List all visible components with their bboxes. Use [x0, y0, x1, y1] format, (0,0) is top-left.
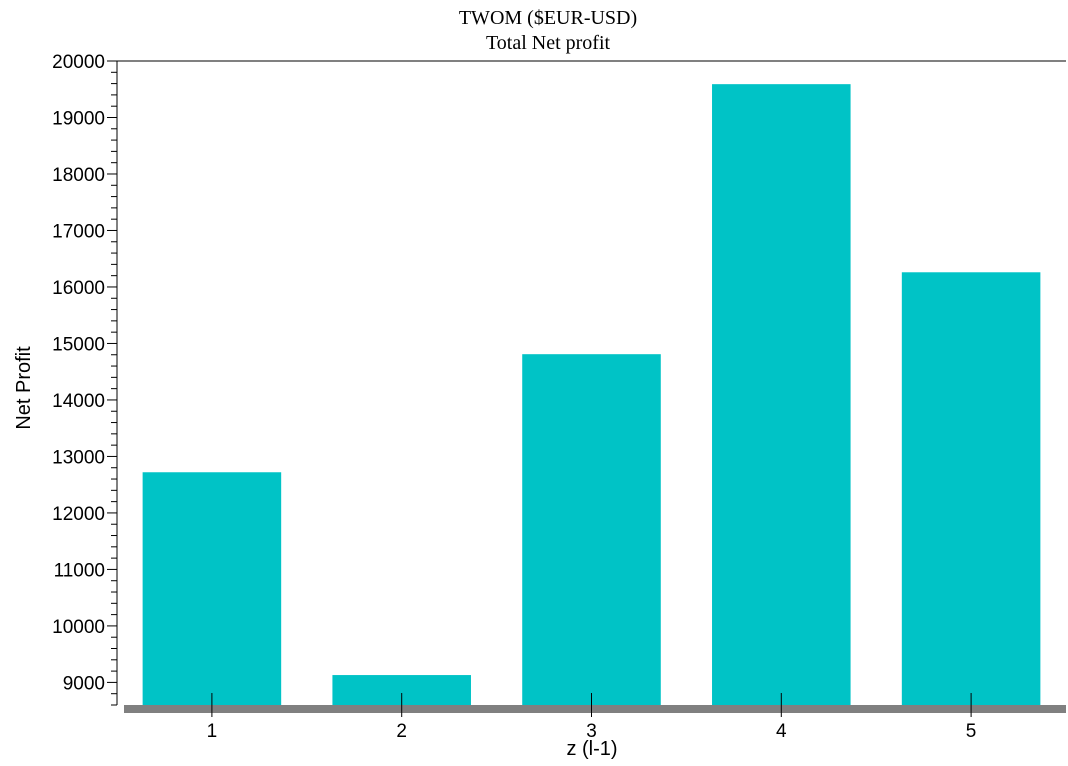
y-tick-label: 19000: [52, 108, 105, 129]
x-tick-label: 5: [966, 721, 977, 742]
chart-subtitle: Total Net profit: [486, 32, 611, 54]
x-axis-label: z (l-1): [566, 738, 617, 760]
plot-frame: [116, 60, 1066, 705]
chart-title: TWOM ($EUR-USD): [459, 7, 637, 29]
x-axis: 1 2 3 4 5: [124, 693, 1066, 742]
bar-5: [901, 272, 1041, 705]
y-tick-label: 17000: [52, 221, 105, 242]
y-tick-label: 12000: [52, 504, 105, 525]
x-tick-label: 4: [776, 721, 787, 742]
bar-1: [142, 472, 282, 705]
y-tick-label: 11000: [54, 560, 105, 581]
y-tick-label: 20000: [52, 52, 105, 73]
y-tick-label: 13000: [52, 447, 105, 468]
x-tick-label: 2: [396, 721, 407, 742]
y-axis: 9000 10000 11000 12000 13000 14000 15000 16000 1…: [52, 52, 117, 706]
y-axis-label: Net Profit: [13, 346, 35, 430]
x-tick-label: 3: [586, 721, 597, 742]
x-tick-label: 1: [207, 721, 218, 742]
bar-4: [712, 84, 851, 706]
x-axis-baseline: [124, 705, 1066, 713]
y-tick-label: 10000: [52, 617, 105, 638]
y-tick-label: 15000: [52, 334, 105, 355]
y-tick-label: 14000: [52, 391, 105, 412]
y-tick-label: 9000: [63, 673, 105, 694]
y-tick-label: 16000: [52, 278, 105, 299]
bar-3: [522, 354, 661, 705]
bars-group: [142, 84, 1041, 706]
y-tick-label: 18000: [52, 165, 105, 186]
